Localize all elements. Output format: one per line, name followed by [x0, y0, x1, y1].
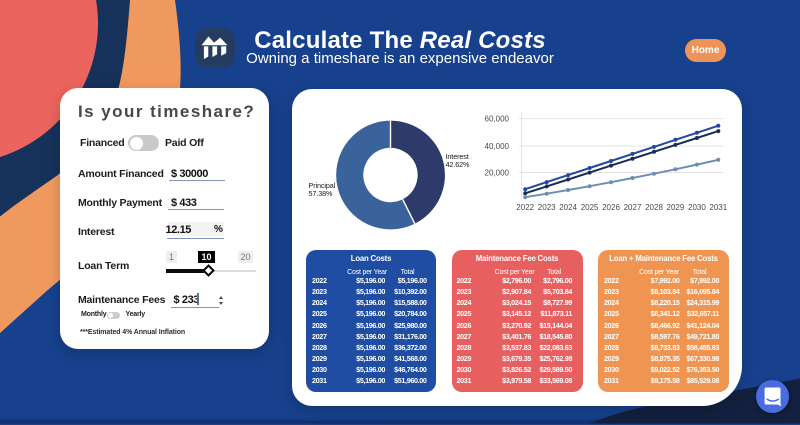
svg-text:2030: 2030 — [688, 203, 706, 212]
svg-text:2031: 2031 — [709, 203, 727, 212]
svg-text:40,000: 40,000 — [485, 142, 510, 151]
svg-text:2026: 2026 — [602, 203, 620, 212]
svg-text:2029: 2029 — [667, 203, 685, 212]
svg-text:20,000: 20,000 — [485, 168, 510, 177]
svg-text:2022: 2022 — [516, 203, 534, 212]
svg-text:2024: 2024 — [559, 203, 577, 212]
svg-text:2028: 2028 — [645, 203, 663, 212]
svg-text:2025: 2025 — [581, 203, 599, 212]
svg-text:2023: 2023 — [538, 203, 556, 212]
svg-text:60,000: 60,000 — [485, 114, 510, 123]
svg-text:2027: 2027 — [624, 203, 642, 212]
